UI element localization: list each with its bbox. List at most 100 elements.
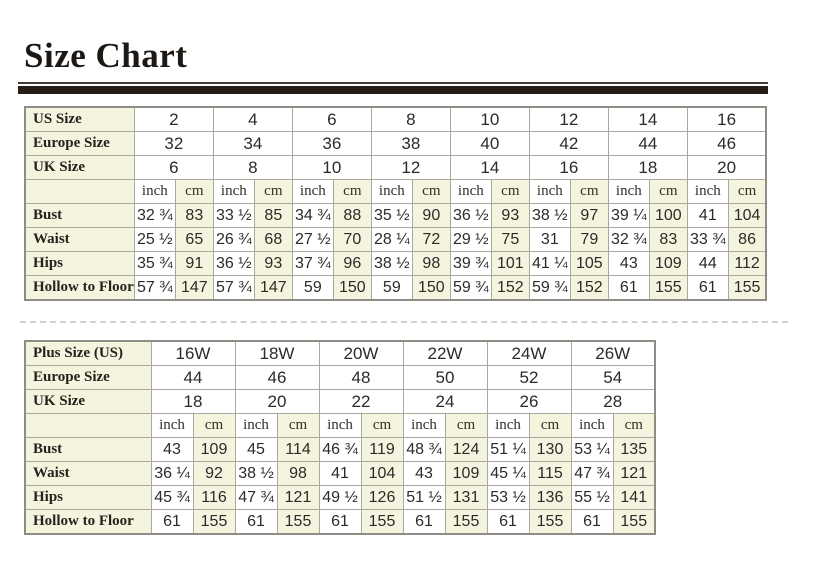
size-cell: 48 bbox=[318, 365, 404, 390]
measure-cell: 41 bbox=[318, 461, 362, 486]
measure-cell: 44 bbox=[686, 251, 729, 276]
measure-cell: 61 bbox=[318, 509, 362, 535]
measure-cell: 29 ½ bbox=[449, 227, 492, 252]
measure-cell: 61 bbox=[570, 509, 614, 535]
size-row: UK Size 6 8 10 12 14 16 18 20 bbox=[24, 155, 767, 180]
units-row: inch cm inch cm inch cm inch cm inch cm inch cm inch… bbox=[24, 179, 767, 204]
unit-cell: inch bbox=[234, 413, 278, 438]
measure-cell: 26 ¾ bbox=[212, 227, 255, 252]
table-divider-dashed-line bbox=[20, 321, 788, 323]
measure-cell: 104 bbox=[727, 203, 767, 228]
size-cell: 34 bbox=[212, 131, 293, 156]
size-cell: 4 bbox=[212, 106, 293, 132]
measure-cell: 53 ½ bbox=[486, 485, 530, 510]
unit-cell: inch bbox=[212, 179, 255, 204]
measure-cell: 55 ½ bbox=[570, 485, 614, 510]
size-row: Europe Size 44 46 48 50 52 54 bbox=[24, 365, 656, 390]
measure-cell: 126 bbox=[360, 485, 404, 510]
measure-cell: 101 bbox=[490, 251, 530, 276]
size-cell: 28 bbox=[570, 389, 656, 414]
measure-cell: 61 bbox=[150, 509, 194, 535]
measure-cell: 121 bbox=[276, 485, 320, 510]
unit-cell: inch bbox=[402, 413, 446, 438]
size-cell: 44 bbox=[150, 365, 236, 390]
measure-cell: 98 bbox=[411, 251, 451, 276]
size-cell: 26 bbox=[486, 389, 572, 414]
size-cell: 46 bbox=[686, 131, 767, 156]
measure-cell: 45 bbox=[234, 437, 278, 462]
unit-cell: cm bbox=[411, 179, 451, 204]
size-cell: 24W bbox=[486, 340, 572, 366]
measure-cell: 131 bbox=[444, 485, 488, 510]
size-cell: 46 bbox=[234, 365, 320, 390]
size-cell: 52 bbox=[486, 365, 572, 390]
unit-cell: cm bbox=[192, 413, 236, 438]
measure-cell: 32 ¾ bbox=[607, 227, 650, 252]
size-cell: 20 bbox=[686, 155, 767, 180]
size-cell: 20W bbox=[318, 340, 404, 366]
unit-cell: inch bbox=[486, 413, 530, 438]
size-cell: 10 bbox=[449, 106, 530, 132]
row-label: UK Size bbox=[24, 389, 152, 414]
measure-cell: 112 bbox=[727, 251, 767, 276]
size-cell: 16 bbox=[528, 155, 609, 180]
measure-cell: 155 bbox=[648, 275, 688, 301]
unit-cell: cm bbox=[727, 179, 767, 204]
measure-cell: 105 bbox=[569, 251, 609, 276]
size-cell: 26W bbox=[570, 340, 656, 366]
size-cell: 40 bbox=[449, 131, 530, 156]
measure-cell: 36 ¼ bbox=[150, 461, 194, 486]
table-body: Plus Size (US) 16W 18W 20W 22W 24W 26W Europe S… bbox=[24, 340, 656, 535]
measure-cell: 141 bbox=[612, 485, 656, 510]
unit-cell: inch bbox=[607, 179, 650, 204]
size-cell: 6 bbox=[133, 155, 214, 180]
size-cell: 14 bbox=[607, 106, 688, 132]
measure-cell: 39 ¼ bbox=[607, 203, 650, 228]
size-cell: 12 bbox=[370, 155, 451, 180]
measure-cell: 136 bbox=[528, 485, 572, 510]
row-label: Waist bbox=[24, 227, 135, 252]
units-row-label-spacer bbox=[24, 413, 152, 438]
measure-cell: 72 bbox=[411, 227, 451, 252]
measure-cell: 97 bbox=[569, 203, 609, 228]
measure-cell: 61 bbox=[402, 509, 446, 535]
size-cell: 8 bbox=[212, 155, 293, 180]
measure-cell: 83 bbox=[648, 227, 688, 252]
measure-cell: 152 bbox=[490, 275, 530, 301]
unit-cell: cm bbox=[612, 413, 656, 438]
row-label: Hollow to Floor bbox=[24, 275, 135, 301]
size-cell: 18 bbox=[607, 155, 688, 180]
size-row: UK Size 18 20 22 24 26 28 bbox=[24, 389, 656, 414]
measure-cell: 43 bbox=[402, 461, 446, 486]
measure-cell: 130 bbox=[528, 437, 572, 462]
measure-cell: 38 ½ bbox=[528, 203, 571, 228]
measure-cell: 36 ½ bbox=[212, 251, 255, 276]
row-label: UK Size bbox=[24, 155, 135, 180]
measure-cell: 124 bbox=[444, 437, 488, 462]
size-cell: 12 bbox=[528, 106, 609, 132]
measure-cell: 93 bbox=[490, 203, 530, 228]
measure-cell: 47 ¾ bbox=[234, 485, 278, 510]
row-label: Waist bbox=[24, 461, 152, 486]
size-cell: 44 bbox=[607, 131, 688, 156]
measure-cell: 155 bbox=[276, 509, 320, 535]
measure-cell: 155 bbox=[727, 275, 767, 301]
measure-cell: 68 bbox=[253, 227, 293, 252]
size-row: Plus Size (US) 16W 18W 20W 22W 24W 26W bbox=[24, 340, 656, 366]
size-cell: 38 bbox=[370, 131, 451, 156]
title-rule-thick-bar bbox=[18, 86, 768, 94]
measure-cell: 36 ½ bbox=[449, 203, 492, 228]
measure-cell: 46 ¾ bbox=[318, 437, 362, 462]
row-label: Bust bbox=[24, 437, 152, 462]
measure-cell: 100 bbox=[648, 203, 688, 228]
size-cell: 16 bbox=[686, 106, 767, 132]
row-label: Hollow to Floor bbox=[24, 509, 152, 535]
unit-cell: inch bbox=[150, 413, 194, 438]
measure-cell: 147 bbox=[174, 275, 214, 301]
measure-cell: 35 ¾ bbox=[133, 251, 176, 276]
measure-cell: 41 bbox=[686, 203, 729, 228]
measure-cell: 98 bbox=[276, 461, 320, 486]
measure-row: Waist 36 ¼ 92 38 ½ 98 41 104 43 109 45 ¼ 115 47 ¾ 12… bbox=[24, 461, 656, 486]
